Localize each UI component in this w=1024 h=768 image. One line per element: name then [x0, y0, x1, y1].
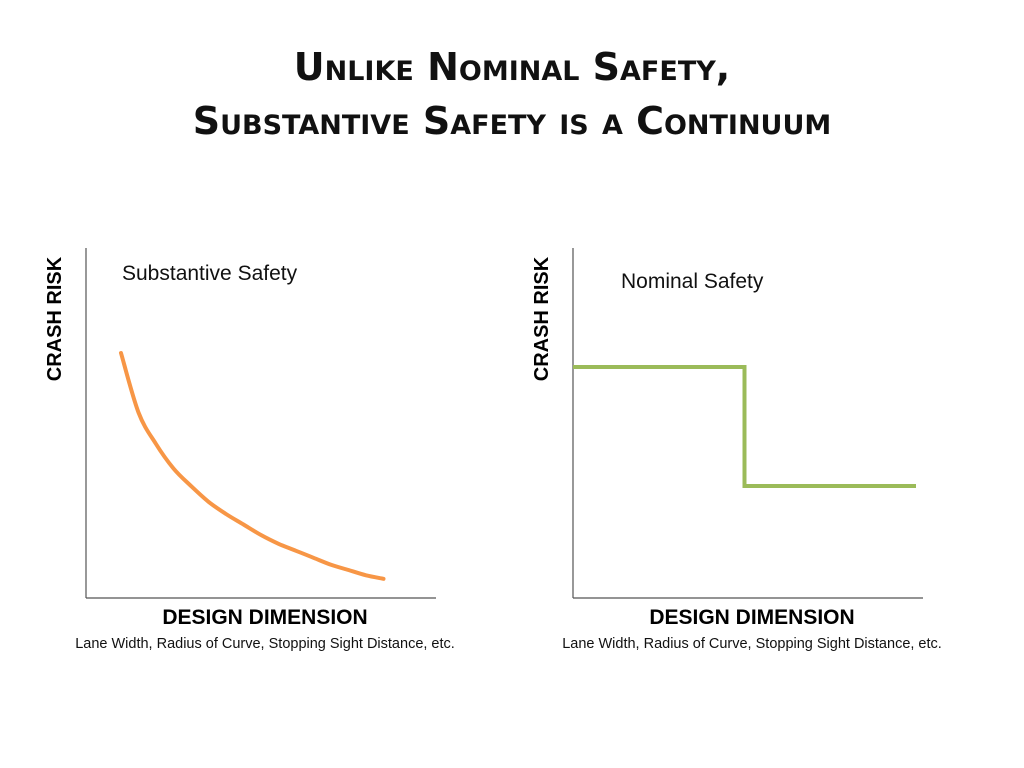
- slide-title: Unlike Nominal Safety, Substantive Safet…: [0, 40, 1024, 148]
- substantive-safety-plot: [85, 248, 436, 599]
- nominal-safety-chart: CRASH RISK Nominal Safety DESIGN DIMENSI…: [517, 240, 987, 660]
- series-line: [119, 351, 386, 581]
- y-axis-label: CRASH RISK: [531, 256, 553, 382]
- substantive-safety-chart: CRASH RISK Substantive Safety DESIGN DIM…: [30, 240, 500, 660]
- slide-title-line-1: Unlike Nominal Safety,: [293, 45, 731, 89]
- series-line: [573, 365, 916, 488]
- x-axis-subtitle: Lane Width, Radius of Curve, Stopping Si…: [562, 636, 942, 652]
- chart-title: Substantive Safety: [122, 262, 298, 285]
- slide-title-line-2: Substantive Safety is a Continuum: [192, 99, 832, 143]
- nominal-safety-plot: [572, 248, 923, 599]
- y-axis-label: CRASH RISK: [44, 256, 66, 382]
- chart-title: Nominal Safety: [621, 270, 764, 293]
- x-axis-subtitle: Lane Width, Radius of Curve, Stopping Si…: [75, 636, 455, 652]
- x-axis-label: DESIGN DIMENSION: [649, 606, 855, 629]
- x-axis-label: DESIGN DIMENSION: [162, 606, 368, 629]
